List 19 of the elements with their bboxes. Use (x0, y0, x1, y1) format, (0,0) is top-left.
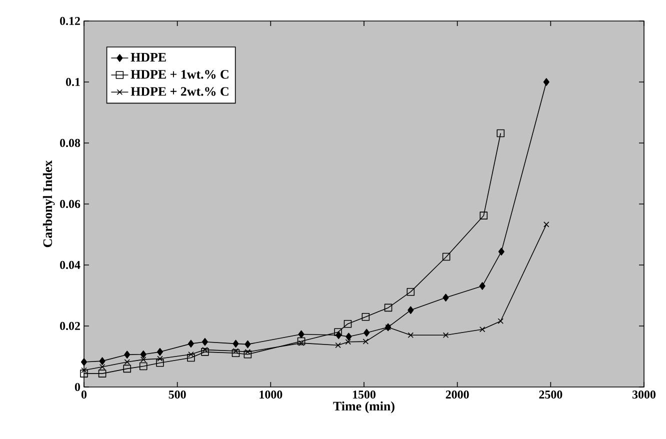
y-tick-label: 0.12 (60, 16, 80, 26)
x-axis-title: Time (min) (333, 401, 394, 414)
x-tick-label: 2000 (446, 390, 469, 399)
legend-label: HDPE + 1wt.% C (130, 70, 228, 79)
x-tick-label: 0 (81, 390, 87, 399)
y-tick-label: 0 (74, 382, 80, 392)
x-tick-label: 500 (168, 390, 186, 399)
y-tick-label: 0.06 (60, 200, 80, 208)
y-tick-label: 0.02 (60, 322, 80, 330)
legend-label: HDPE + 2wt.% C (130, 87, 228, 96)
y-tick-label: 0.1 (66, 78, 80, 86)
x-tick-label: 3000 (632, 390, 656, 399)
legend-label: HDPE (130, 53, 166, 62)
x-tick-label: 2500 (539, 390, 562, 399)
x-tick-label: 1500 (353, 390, 376, 399)
y-tick-label: 0.04 (60, 260, 80, 270)
x-tick-label: 1000 (260, 390, 282, 399)
y-axis-title: Carbonyl Index (42, 160, 55, 248)
y-tick-label: 0.08 (60, 138, 80, 148)
